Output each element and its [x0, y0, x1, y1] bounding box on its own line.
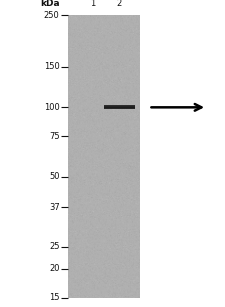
- Text: 50: 50: [49, 173, 60, 181]
- Text: 2: 2: [117, 0, 122, 8]
- Text: 75: 75: [49, 132, 60, 141]
- Text: kDa: kDa: [40, 0, 60, 8]
- Text: 20: 20: [49, 264, 60, 274]
- Text: 150: 150: [44, 62, 60, 71]
- Text: 1: 1: [90, 0, 95, 8]
- Text: 15: 15: [49, 293, 60, 302]
- Text: 25: 25: [49, 242, 60, 251]
- Text: 100: 100: [44, 103, 60, 112]
- Text: 250: 250: [44, 11, 60, 20]
- Bar: [68, 15, 140, 298]
- Text: 37: 37: [49, 203, 60, 212]
